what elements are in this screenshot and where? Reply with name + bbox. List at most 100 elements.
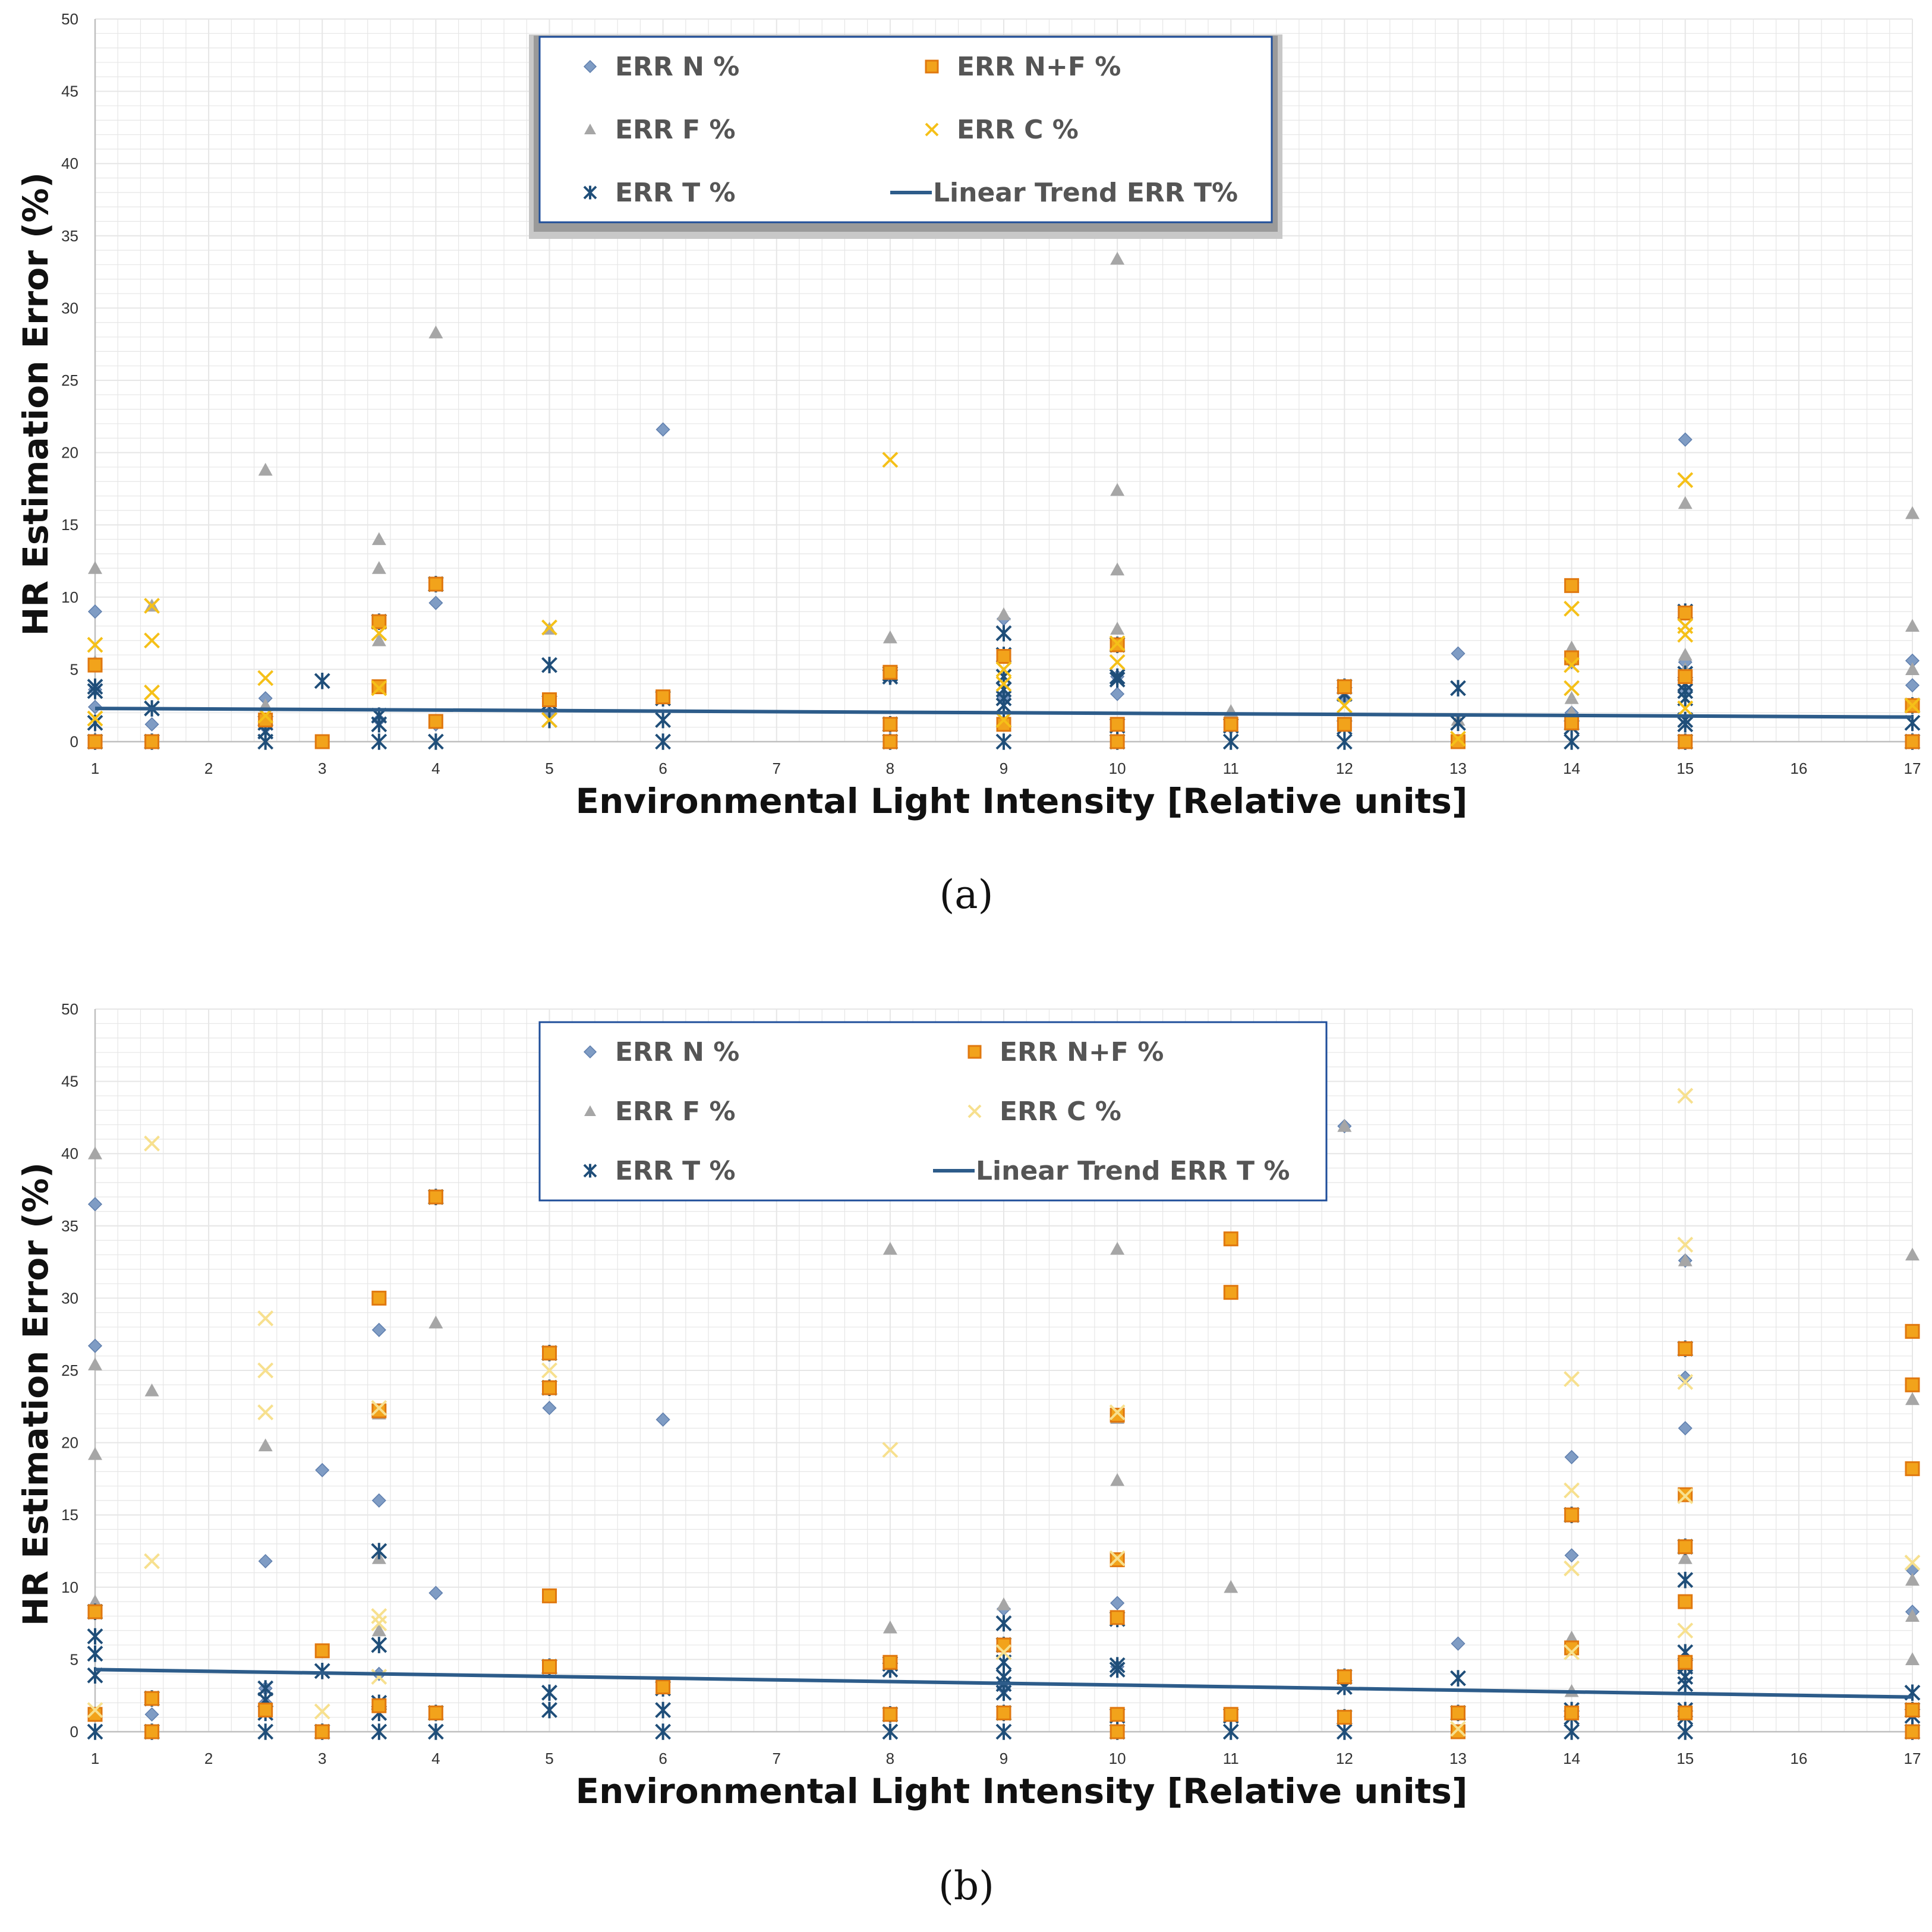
point-n-plus-f [1337,1710,1352,1725]
point-n-plus-f [1678,1341,1693,1357]
point-n [655,1412,670,1427]
legend-n-marker [583,59,597,74]
point-t [1564,1723,1580,1740]
legend-c-marker [967,1104,982,1118]
point-t [995,625,1012,642]
point-n-plus-f [1564,715,1580,730]
point-c [1677,1237,1694,1253]
point-t-stroke [87,1628,103,1645]
legend-n-plus-f-label: ERR N+F % [1000,1037,1164,1067]
point-c-stroke [257,1310,274,1326]
point-t [995,1684,1012,1701]
point-f [1678,1253,1693,1266]
point-n-plus-f [996,1705,1011,1720]
point-c [995,1644,1012,1660]
point-f [88,1447,102,1460]
point-c-stroke [995,676,1012,692]
point-c-stroke [1109,1550,1126,1567]
point-c-stroke [371,680,387,696]
point-n-plus-f [542,1380,557,1395]
legend: ERR N % ERR N+F % ERR F % ERR C % ERR T % Lin… [538,1021,1328,1202]
point-c-stroke [1109,1404,1126,1420]
point-n-plus-f [1337,1669,1352,1685]
x-tick-label: 12 [1336,759,1353,777]
point-c-stroke [1677,1237,1694,1253]
point-c-stroke [1677,700,1694,717]
point-t [655,711,672,729]
x-tick-label: 11 [1223,1750,1239,1767]
point-t [882,1723,899,1740]
point-c [87,710,103,727]
point-n-plus-f [1678,1594,1693,1609]
point-n-plus-f [1678,1539,1693,1555]
point-n [428,1586,443,1600]
point-c [1677,700,1694,717]
point-n [144,717,159,732]
point-n-plus-f [1905,1703,1920,1718]
point-t [1336,733,1353,750]
point-c [257,1310,274,1326]
point-c [882,1442,899,1458]
point-c-stroke [144,1553,160,1569]
point-t-stroke [1677,1675,1694,1693]
point-t [655,733,672,750]
point-t-stroke [995,625,1012,642]
x-axis-title: Environmental Light Intensity [Relative … [576,781,1468,821]
point-f [371,561,386,574]
point-t [87,1645,103,1662]
point-f [1110,483,1125,496]
x-axis-title: Environmental Light Intensity [Relative … [576,1771,1468,1811]
point-c-stroke [87,1702,103,1718]
point-t-stroke [87,1723,103,1740]
point-f [1110,1241,1125,1255]
point-f [1564,640,1579,654]
point-n-plus-f [371,1698,387,1713]
y-axis-title: HR Estimation Error (%) [15,1162,56,1626]
point-f [371,1623,386,1637]
legend: ERR N % ERR N+F % ERR F % ERR C % ERR T % Lin… [529,34,1282,239]
point-c-stroke [1677,472,1694,488]
point-t-stroke [655,1723,672,1740]
point-c-stroke [1904,697,1921,714]
point-c [371,1615,387,1632]
legend-trend-label: Linear Trend ERR T% [933,178,1238,208]
x-tick-label: 8 [886,1750,894,1767]
point-f [1905,1609,1920,1622]
point-c [144,632,160,649]
point-n-plus-f [87,734,103,749]
point-c-stroke [541,1362,557,1379]
point-c-stroke [371,625,387,642]
point-n [371,1493,386,1508]
point-t-stroke [314,673,330,689]
point-t [1677,1571,1694,1589]
point-c [1677,1374,1694,1390]
series-n-plus-f [87,1189,1920,1739]
point-f [997,607,1011,620]
point-t-stroke [1450,714,1466,732]
legend-n-label: ERR N % [615,52,739,82]
point-n-plus-f [428,714,443,729]
point-t-stroke [427,1723,444,1740]
point-c-stroke [87,710,103,727]
x-tick-label: 1 [91,759,99,777]
point-f [144,1383,159,1397]
y-tick-label: 10 [61,588,78,606]
point-n-plus-f [996,1637,1011,1653]
point-c [1564,1644,1580,1660]
point-c [144,1553,160,1569]
point-c [87,636,103,653]
point-n-plus-f [1337,679,1352,695]
point-n [258,1553,273,1569]
point-t [371,716,387,733]
point-n [1678,1370,1693,1385]
point-c-stroke [1564,600,1580,617]
x-tick-label: 9 [1000,759,1008,777]
point-n-plus-f [1451,1705,1465,1720]
point-c [257,670,274,686]
point-n-plus-f [1905,734,1920,749]
point-c-stroke [1564,1560,1580,1577]
point-c [371,625,387,642]
point-c [541,712,557,728]
point-c-stroke [1564,1644,1580,1660]
